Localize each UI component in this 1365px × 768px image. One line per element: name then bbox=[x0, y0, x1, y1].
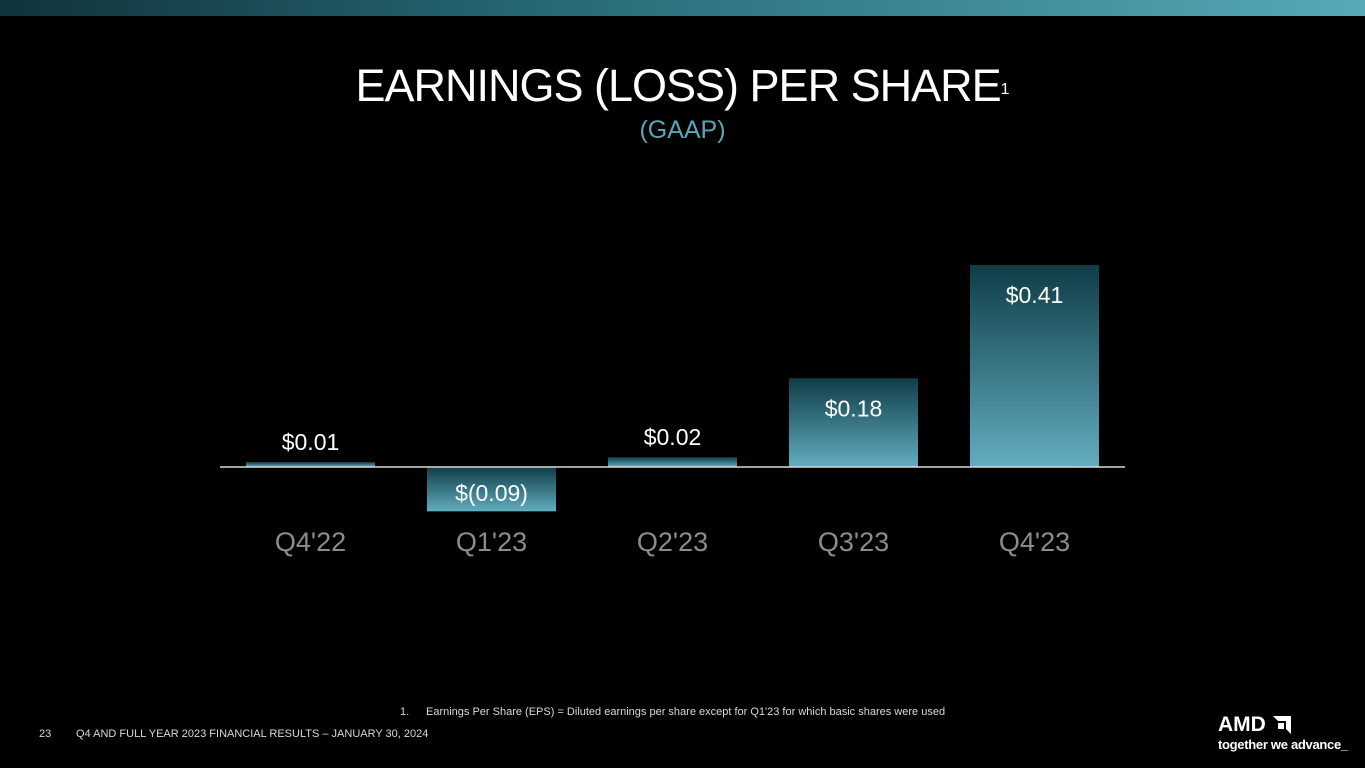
bar-q3-23 bbox=[789, 378, 918, 467]
top-accent-band bbox=[0, 0, 1365, 16]
footnote-text: Earnings Per Share (EPS) = Diluted earni… bbox=[426, 706, 946, 718]
bar-q4-22 bbox=[246, 462, 375, 467]
amd-arrow-icon bbox=[1273, 716, 1291, 734]
footnote-number: 1. bbox=[400, 706, 410, 718]
labels-layer: $0.01 Q4'22 $(0.09) Q1'23 $0.02 Q2'23 $0.18 Q3'… bbox=[275, 282, 1070, 557]
bar-q1-23 bbox=[427, 467, 556, 512]
slide-title-text: EARNINGS (LOSS) PER SHARE bbox=[355, 60, 1001, 111]
title-container: EARNINGS (LOSS) PER SHARE1 bbox=[0, 56, 1365, 116]
category-tick-label: Q4'23 bbox=[999, 527, 1070, 557]
data-label: $0.41 bbox=[1006, 282, 1064, 308]
data-label: $(0.09) bbox=[455, 480, 528, 506]
category-tick-label: Q2'23 bbox=[637, 527, 708, 557]
slide-title: EARNINGS (LOSS) PER SHARE1 bbox=[355, 56, 1009, 116]
amd-logo: AMD together we advance_ bbox=[1218, 712, 1350, 756]
data-label: $0.01 bbox=[282, 429, 340, 455]
footnote: 1. Earnings Per Share (EPS) = Diluted ear… bbox=[400, 706, 945, 718]
page-number: 23 bbox=[39, 728, 52, 740]
amd-tagline: together we advance_ bbox=[1218, 737, 1348, 752]
bar-q2-23 bbox=[608, 457, 737, 467]
footer-text: Q4 AND FULL YEAR 2023 FINANCIAL RESULTS … bbox=[76, 728, 429, 740]
slide-subtitle: (GAAP) bbox=[639, 116, 726, 144]
amd-wordmark: AMD bbox=[1218, 713, 1266, 736]
bars-layer bbox=[246, 265, 1099, 512]
data-label: $0.02 bbox=[644, 424, 702, 450]
category-tick-label: Q4'22 bbox=[275, 527, 346, 557]
category-tick-label: Q1'23 bbox=[456, 527, 527, 557]
title-footnote-mark: 1 bbox=[1000, 81, 1010, 98]
category-tick-label: Q3'23 bbox=[818, 527, 889, 557]
data-label: $0.18 bbox=[825, 395, 883, 421]
bar-q4-23 bbox=[970, 265, 1099, 467]
